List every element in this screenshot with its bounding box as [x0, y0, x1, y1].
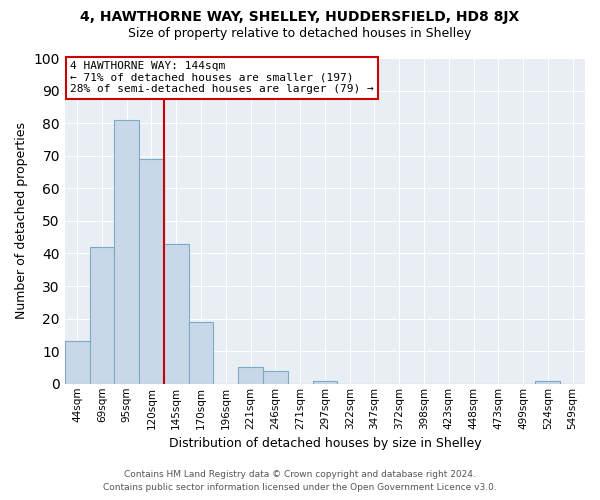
Bar — [139, 159, 164, 384]
Text: Size of property relative to detached houses in Shelley: Size of property relative to detached ho… — [128, 28, 472, 40]
Text: 4, HAWTHORNE WAY, SHELLEY, HUDDERSFIELD, HD8 8JX: 4, HAWTHORNE WAY, SHELLEY, HUDDERSFIELD,… — [80, 10, 520, 24]
Bar — [188, 322, 214, 384]
Bar — [164, 244, 188, 384]
Text: Contains HM Land Registry data © Crown copyright and database right 2024.
Contai: Contains HM Land Registry data © Crown c… — [103, 470, 497, 492]
Bar — [65, 342, 89, 384]
Y-axis label: Number of detached properties: Number of detached properties — [15, 122, 28, 320]
Text: 4 HAWTHORNE WAY: 144sqm
← 71% of detached houses are smaller (197)
28% of semi-d: 4 HAWTHORNE WAY: 144sqm ← 71% of detache… — [70, 62, 374, 94]
Bar — [313, 380, 337, 384]
Bar — [263, 370, 288, 384]
Bar — [535, 380, 560, 384]
Bar — [238, 368, 263, 384]
Bar — [89, 247, 115, 384]
X-axis label: Distribution of detached houses by size in Shelley: Distribution of detached houses by size … — [169, 437, 481, 450]
Bar — [115, 120, 139, 384]
